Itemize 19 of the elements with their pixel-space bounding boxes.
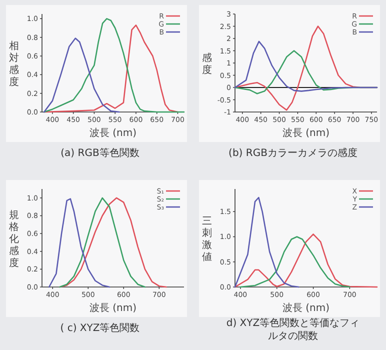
text: (a) RGB等色関数 <box>60 147 140 159</box>
y-axis-title: 三刺激値 <box>202 216 212 263</box>
line-series <box>59 197 146 288</box>
x-axis-title: 波長 (nm) <box>89 127 137 139</box>
y-axis-title: 規格化感度 <box>8 209 19 269</box>
line-series <box>240 236 350 288</box>
line-series <box>234 40 378 92</box>
y-axis-title: 相対感度 <box>9 40 19 88</box>
text: ( c) XYZ等色関数 <box>60 322 140 334</box>
x-axis-title: 波長 (nm) <box>89 302 137 314</box>
line-series <box>48 198 110 288</box>
x-axis-title: 波長 (nm) <box>282 127 330 139</box>
x-axis-title: 波長 (nm) <box>282 302 330 314</box>
y-axis-title: 感度 <box>202 52 212 76</box>
text: (b) RGBカラーカメラの感度 <box>228 147 358 159</box>
line-series <box>43 38 120 113</box>
line-series <box>234 196 300 288</box>
text: d) XYZ等色関数と等価なフィルタの関数 <box>226 317 360 342</box>
line-series <box>59 197 167 288</box>
